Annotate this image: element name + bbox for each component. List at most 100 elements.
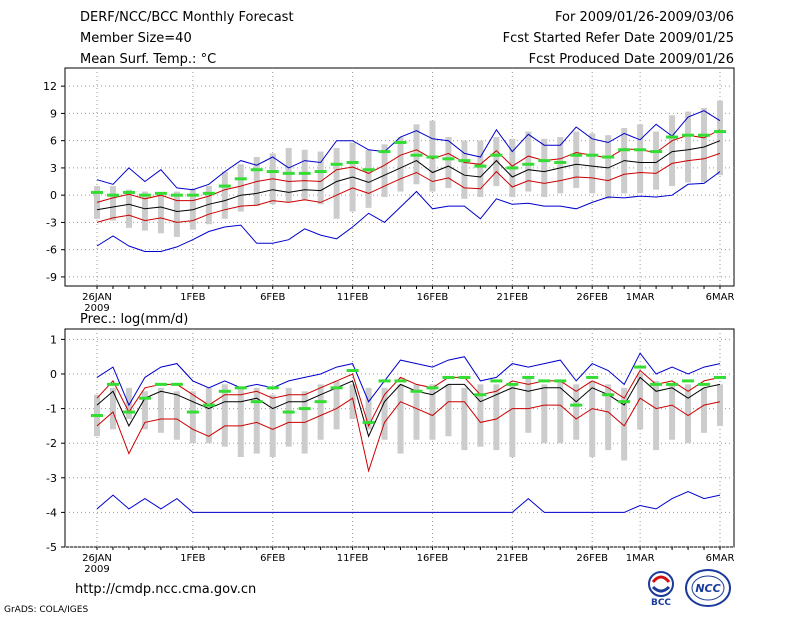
y-tick-label: -3 <box>46 216 57 229</box>
ensemble-box <box>637 373 644 430</box>
x-tick-label: 6FEB <box>260 553 285 564</box>
ensemble-box <box>253 387 260 454</box>
ensemble-box <box>157 193 164 234</box>
x-tick-label: 1MAR <box>626 553 655 564</box>
observed-marker <box>282 171 295 175</box>
observed-marker <box>442 157 455 161</box>
ensemble-box <box>381 144 388 197</box>
observed-marker <box>218 184 231 188</box>
ensemble-box <box>509 384 516 458</box>
precip-panel-title: Prec.: log(mm/d) <box>80 312 188 327</box>
observed-marker <box>634 148 647 152</box>
y-tick-label: -6 <box>46 244 57 257</box>
ensemble-box <box>157 387 164 433</box>
ensemble-box <box>109 186 116 221</box>
ensemble-box <box>605 135 612 199</box>
observed-marker <box>634 365 647 369</box>
observed-marker <box>170 193 183 197</box>
ensemble-box <box>301 149 308 201</box>
ensemble-box <box>141 191 148 231</box>
ensemble-box <box>637 124 644 194</box>
x-tick-label: 11FEB <box>337 553 369 564</box>
observed-marker <box>330 162 343 166</box>
y-tick-label: 9 <box>50 107 57 120</box>
observed-marker <box>170 382 183 386</box>
series-line-max <box>96 110 721 191</box>
ensemble-box <box>333 147 340 219</box>
ensemble-box <box>461 387 468 451</box>
observed-marker <box>378 379 391 383</box>
y-tick-label: 3 <box>50 162 57 175</box>
ensemble-box <box>589 380 596 458</box>
observed-marker <box>602 155 615 159</box>
observed-marker <box>554 160 567 164</box>
header-right: For 2009/01/26-2009/03/06 Fcst Started R… <box>503 10 734 73</box>
y-tick-label: -3 <box>46 472 57 485</box>
x-tick-label: 16FEB <box>417 292 449 303</box>
observed-marker <box>91 190 103 194</box>
ensemble-box <box>621 387 628 461</box>
ensemble-box <box>94 186 100 219</box>
ensemble-box <box>397 137 404 192</box>
y-tick-label: -2 <box>46 437 57 450</box>
observed-marker <box>426 386 439 390</box>
variable-label: Mean Surf. Temp.: °C <box>80 52 217 67</box>
observed-marker <box>458 375 471 379</box>
x-tick-label: 6MAR <box>706 292 735 303</box>
year-label: 2009 <box>84 303 109 314</box>
ensemble-box <box>173 391 180 440</box>
observed-marker <box>666 135 679 139</box>
observed-marker <box>362 168 375 172</box>
ensemble-box <box>653 131 660 190</box>
series-line-mean <box>96 376 721 438</box>
ensemble-box <box>173 191 180 237</box>
y-tick-label: -9 <box>46 271 57 284</box>
year-label: 2009 <box>84 564 109 575</box>
ensemble-box <box>477 384 484 447</box>
observed-marker <box>522 162 535 166</box>
observed-marker <box>682 133 695 137</box>
bcc-logo: BCC <box>648 571 674 607</box>
ensemble-box <box>573 384 580 440</box>
ensemble-box <box>653 380 660 451</box>
x-tick-label: 26JAN <box>82 553 112 564</box>
ensemble-box <box>349 384 356 419</box>
observed-marker <box>538 159 551 163</box>
observed-marker <box>602 393 615 397</box>
started-date: Fcst Started Refer Date 2009/01/25 <box>502 31 734 46</box>
grads-credit: GrADS: COLA/IGES <box>4 605 89 615</box>
chart-panel-2: 1 0 -1 -2 -3 -4 -5 26JAN 1FEB 6FEB 11FEB 16FEB 21FEB… <box>46 328 735 575</box>
ensemble-box <box>605 384 612 451</box>
ensemble-box <box>397 384 404 454</box>
ensemble-box <box>317 384 324 440</box>
observed-marker <box>250 400 263 404</box>
observed-marker <box>650 382 663 386</box>
observed-marker <box>394 379 407 383</box>
ensemble-box <box>589 133 596 194</box>
observed-marker <box>298 407 311 411</box>
series-line-p75 <box>96 129 721 203</box>
ensemble-box <box>285 147 292 203</box>
observed-marker <box>91 414 103 418</box>
observed-marker <box>186 410 199 414</box>
observed-marker <box>266 170 279 174</box>
series-line-max <box>96 352 721 407</box>
observed-marker <box>234 386 247 390</box>
ensemble-box <box>445 137 452 188</box>
ensemble-box <box>493 137 500 187</box>
ensemble-box <box>205 186 212 225</box>
ensemble-box <box>429 384 436 440</box>
observed-marker <box>618 400 631 404</box>
observed-marker <box>474 164 487 168</box>
ensemble-box <box>381 387 388 440</box>
observed-marker <box>202 191 215 195</box>
observed-marker <box>442 375 455 379</box>
ensemble-box <box>717 100 723 176</box>
y-tick-label: 6 <box>50 135 57 148</box>
x-tick-label: 26FEB <box>576 553 608 564</box>
x-tick-label: 1MAR <box>626 292 655 303</box>
bcc-logo-text: BCC <box>651 598 671 607</box>
x-tick-label: 1FEB <box>180 292 205 303</box>
footer-url[interactable]: http://cmdp.ncc.cma.gov.cn <box>75 582 257 597</box>
